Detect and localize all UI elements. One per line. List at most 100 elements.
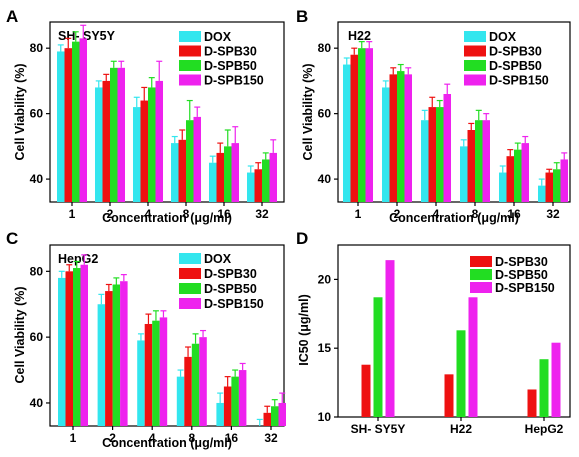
legend-swatch (179, 253, 201, 264)
bar (155, 80, 163, 202)
x-tick-label: 4 (149, 431, 156, 445)
x-tick-label: 32 (264, 431, 278, 445)
bar (560, 159, 568, 202)
bar (361, 364, 371, 417)
bar (271, 406, 279, 426)
y-tick-label: 40 (318, 172, 332, 186)
legend-label: D-SPB30 (495, 255, 548, 269)
bar (186, 120, 194, 202)
chart-marks: 10 15 20 SH- SY5Y H22 HepG2 D-SPB30D-SPB50D-SP… (318, 255, 564, 436)
plot-frame (49, 21, 285, 203)
legend-label: D-SPB50 (489, 59, 542, 73)
plot-frame (337, 21, 571, 203)
x-axis-label: Concentration (μg/ml) (102, 211, 232, 225)
bar (133, 107, 141, 202)
bar (191, 343, 200, 426)
bar (152, 320, 160, 426)
bar (278, 402, 286, 426)
bar (112, 284, 121, 426)
y-tick-label: 20 (318, 272, 332, 286)
x-tick-label: 8 (183, 207, 190, 221)
y-tick-label: 10 (318, 410, 332, 424)
legend-swatch (464, 74, 486, 86)
bar (343, 64, 351, 202)
x-tick-label: 4 (433, 207, 440, 221)
x-tick-label: 1 (69, 207, 76, 221)
x-tick-label: 4 (145, 207, 152, 221)
bar (224, 146, 232, 202)
legend-label: DOX (489, 30, 517, 44)
legend-swatch (179, 268, 201, 279)
bar (137, 340, 145, 426)
bar (389, 74, 397, 202)
x-tick-label: 2 (394, 207, 401, 221)
bar (436, 107, 444, 202)
bar (551, 342, 561, 417)
bar (140, 100, 148, 202)
bar (373, 297, 383, 417)
legend-swatch (470, 269, 492, 280)
y-tick-label: 80 (318, 41, 332, 55)
bar (64, 48, 72, 202)
bar (72, 41, 80, 202)
x-tick-label: 32 (546, 207, 560, 221)
legend-swatch (464, 60, 486, 71)
legend-label: D-SPB150 (204, 297, 264, 311)
legend-label: D-SPB50 (495, 268, 548, 282)
y-tick-label: 40 (30, 172, 44, 186)
x-tick-label: 16 (217, 207, 231, 221)
bar (350, 54, 358, 203)
legend-swatch (179, 45, 201, 57)
bar (95, 87, 103, 202)
bar (144, 323, 153, 426)
bar (382, 87, 390, 202)
bar (254, 169, 262, 202)
legend-label: DOX (204, 30, 232, 44)
bar (178, 139, 186, 202)
bar (456, 330, 466, 417)
bar (148, 87, 156, 202)
bar (58, 277, 66, 426)
bar (216, 402, 224, 426)
bar (231, 143, 239, 202)
bar (199, 337, 207, 426)
bar (238, 370, 247, 426)
y-tick-label: 60 (30, 107, 44, 121)
bar (223, 386, 232, 426)
panel-b: B H22 Cell Viability (%) Concentration (… (296, 7, 571, 225)
bar (444, 374, 454, 417)
plot-frame (337, 244, 571, 418)
bar (404, 74, 412, 202)
bar (209, 162, 217, 202)
y-tick-label: 80 (30, 41, 44, 55)
panel-letter-c: C (6, 229, 18, 248)
legend-label: D-SPB30 (489, 45, 542, 59)
x-tick-label: H22 (450, 422, 472, 436)
bar (527, 389, 537, 417)
bar (482, 120, 490, 202)
bar (176, 376, 185, 426)
legend-swatch (179, 74, 201, 86)
legend-swatch (179, 283, 201, 294)
bar (105, 291, 113, 426)
bar (428, 107, 436, 202)
bar (553, 169, 561, 202)
bar (262, 159, 270, 202)
y-axis-label: Cell Viability (%) (13, 286, 27, 383)
bar (460, 146, 468, 202)
chart-title: SH- SY5Y (58, 29, 116, 43)
legend-label: D-SPB50 (204, 282, 257, 296)
bar (117, 67, 125, 203)
y-axis-label: IC50 (μg/ml) (297, 294, 311, 366)
x-tick-label: 16 (507, 207, 521, 221)
x-tick-label: SH- SY5Y (351, 422, 406, 436)
bar (514, 149, 522, 202)
panel-c: C HepG2 Cell Viability (%) Concentration… (6, 229, 286, 450)
legend-label: D-SPB30 (204, 267, 257, 281)
x-tick-label: 16 (225, 431, 239, 445)
bar (521, 143, 529, 202)
legend-label: D-SPB150 (495, 281, 555, 295)
bar (365, 48, 373, 202)
bar (80, 264, 88, 426)
